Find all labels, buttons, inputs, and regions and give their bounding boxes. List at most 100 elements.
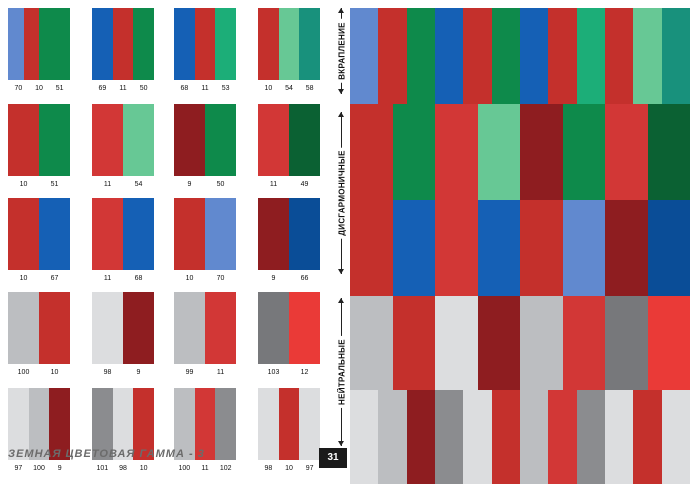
swatch-number: 69 [98, 85, 107, 92]
color-swatch: 10 70 [174, 198, 236, 288]
swatch-number: 98 [264, 465, 273, 472]
swatch-labels: 97 100 9 [8, 463, 70, 475]
swatch-number: 11 [119, 85, 127, 92]
swatch-segment [8, 8, 24, 80]
stripe-cell [626, 104, 648, 200]
swatch-number: 10 [285, 465, 293, 472]
swatch-segment [205, 292, 236, 364]
swatch-labels: 9 50 [174, 179, 236, 191]
stripe-cell [519, 390, 549, 484]
swatch-labels: 100 11 102 [174, 463, 236, 475]
stripe-row [350, 296, 690, 390]
stripe-cell [392, 296, 414, 390]
color-stripe-grid [350, 8, 690, 484]
swatch-segment [23, 8, 39, 80]
swatch-segment [278, 8, 300, 80]
stripe-cell [562, 200, 584, 296]
stripe-cell [463, 390, 492, 484]
swatch-segment [278, 388, 300, 460]
stripe-cell [413, 200, 435, 296]
stripe-cell [371, 200, 393, 296]
arrow-down-icon [338, 441, 344, 446]
stripe-cell [456, 296, 478, 390]
swatch-segment [289, 104, 320, 176]
stripe-cell [647, 104, 669, 200]
swatch-number: 11 [216, 369, 225, 376]
swatch-segment [215, 8, 237, 80]
stripe-cell [576, 8, 605, 104]
stripe-cell [392, 104, 414, 200]
swatch-color-box [258, 104, 320, 176]
swatch-segment [258, 198, 289, 270]
swatch-segment [123, 104, 154, 176]
swatch-segment [289, 198, 320, 270]
stripe-cell [520, 200, 542, 296]
swatch-segment [258, 388, 279, 460]
stripe-cell [626, 200, 648, 296]
swatch-segment [39, 104, 70, 176]
swatch-segment [123, 292, 154, 364]
stripe-cell [434, 390, 464, 484]
swatch-color-box [8, 292, 70, 364]
swatch-color-box [258, 292, 320, 364]
swatch-segment [258, 8, 279, 80]
arrow-down-icon [338, 269, 344, 274]
stripe-cell [456, 104, 478, 200]
color-swatch: 10 51 [8, 104, 70, 194]
swatch-color-box [92, 8, 155, 80]
swatch-number: 11 [103, 181, 112, 188]
stripe-cell [604, 390, 634, 484]
swatch-segment [8, 292, 39, 364]
color-swatch: 103 12 [258, 292, 320, 382]
swatch-number: 10 [19, 275, 28, 282]
swatch-segment [92, 198, 123, 270]
swatch-labels: 10 54 58 [258, 83, 320, 95]
swatch-number: 68 [134, 275, 143, 282]
swatch-segment [49, 388, 71, 460]
swatch-segment [205, 198, 236, 270]
stripe-cell [350, 200, 372, 296]
stripe-cell [668, 200, 690, 296]
swatch-color-box [174, 198, 236, 270]
color-swatch: 10 54 58 [258, 8, 321, 98]
stripe-cell [541, 296, 563, 390]
stripe-cell [498, 104, 520, 200]
swatch-segment [174, 292, 205, 364]
color-swatch: 100 10 [8, 292, 70, 382]
color-swatch: 11 54 [92, 104, 154, 194]
stripe-cell [378, 8, 407, 104]
swatch-number: 99 [185, 369, 194, 376]
swatch-number: 97 [14, 465, 23, 472]
arrow-down-icon [338, 89, 344, 94]
swatch-segment [8, 388, 29, 460]
swatch-number: 9 [187, 181, 192, 188]
swatch-color-box [174, 292, 236, 364]
swatch-color-box [8, 8, 70, 80]
stripe-cell [519, 8, 549, 104]
swatch-color-box [258, 388, 321, 460]
swatch-number: 102 [219, 465, 232, 472]
swatch-segment [112, 388, 134, 460]
color-swatch: 97 100 9 [8, 388, 71, 478]
swatch-labels: 98 9 [92, 367, 154, 379]
stripe-cell [605, 200, 627, 296]
stripe-row [350, 390, 690, 484]
swatch-color-box [258, 198, 320, 270]
stripe-cell [668, 296, 690, 390]
swatch-color-box [174, 8, 237, 80]
swatch-segment [112, 8, 134, 80]
color-swatch: 68 11 53 [174, 8, 237, 98]
color-swatch: 100 11 102 [174, 388, 237, 478]
swatch-number: 53 [221, 85, 230, 92]
swatch-number: 10 [139, 465, 148, 472]
stripe-cell [583, 296, 605, 390]
swatch-row: 70 10 51 69 11 50 68 11 53 10 54 58 [0, 8, 330, 98]
swatch-segment [8, 198, 39, 270]
stripe-cell [477, 104, 499, 200]
label-neitralnye: НЕЙТРАЛЬНЫЕ [334, 298, 350, 446]
swatch-number: 50 [216, 181, 225, 188]
stripe-row [350, 200, 690, 296]
swatch-number: 98 [103, 369, 112, 376]
swatch-color-box [8, 388, 71, 460]
swatch-color-box [8, 198, 70, 270]
